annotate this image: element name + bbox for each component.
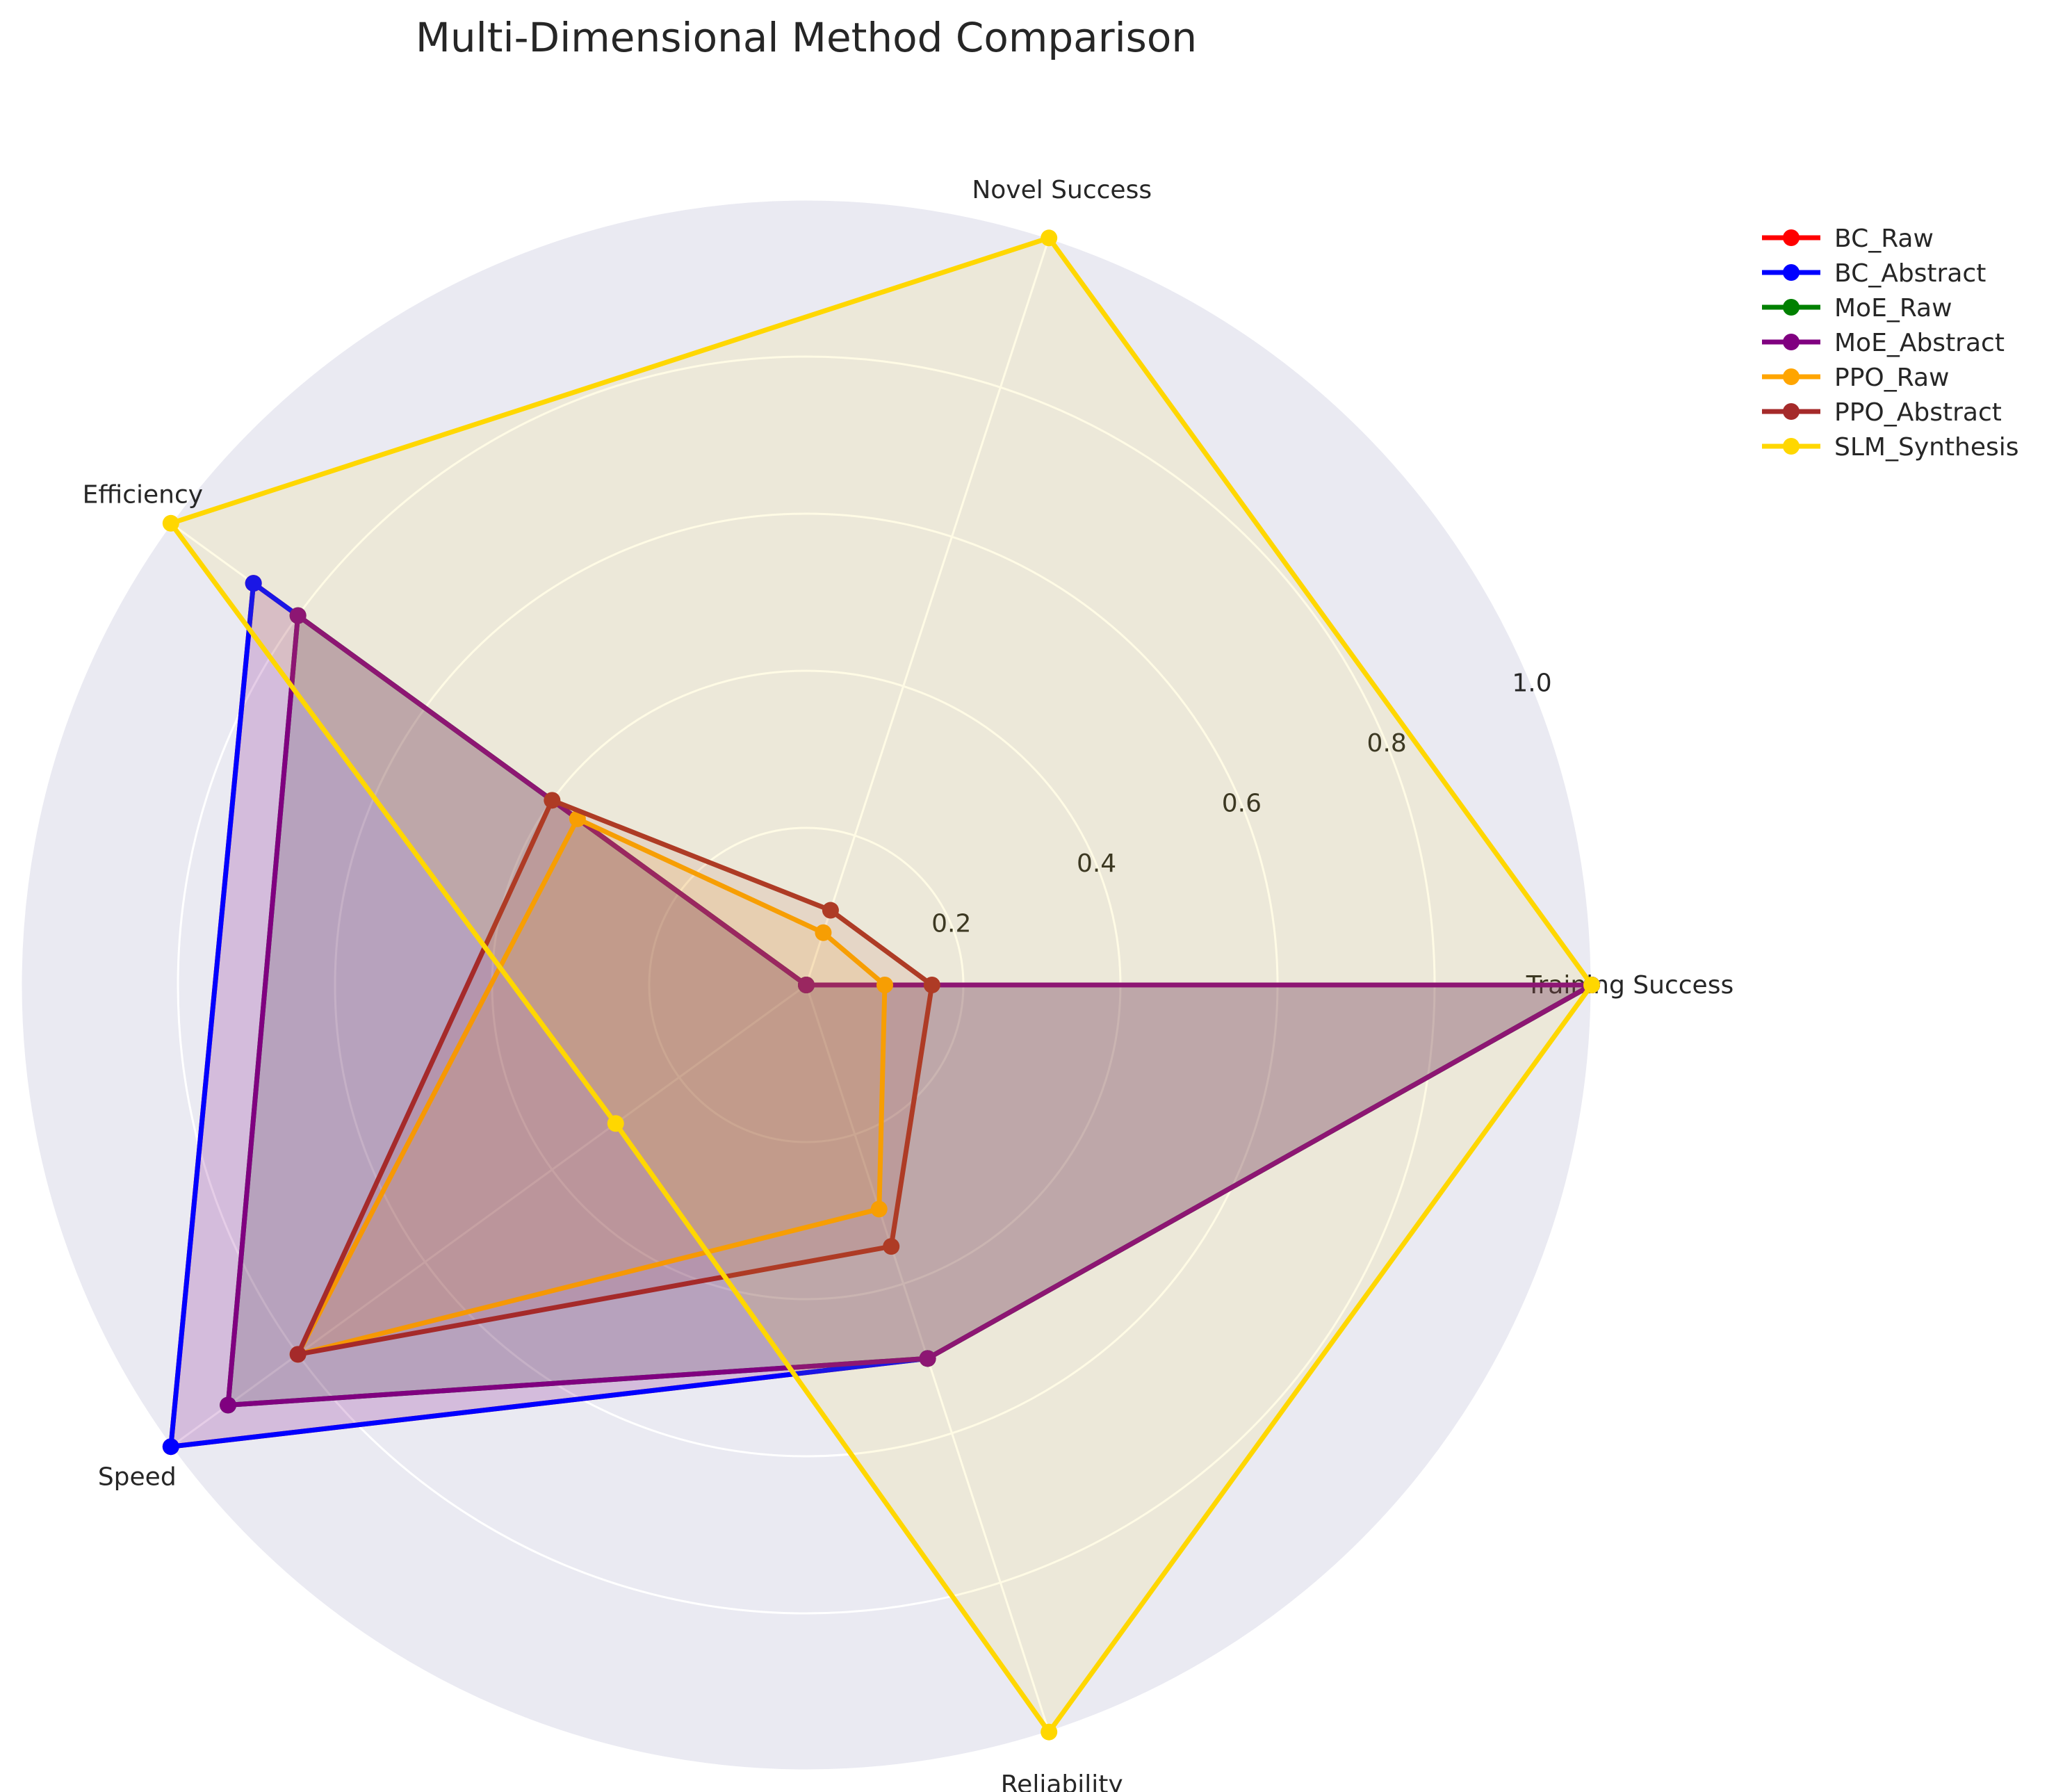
- legend-item-bc-abstract: BC_Abstract: [1762, 259, 1986, 288]
- series-line-slm-synthesis: [167, 235, 1595, 1736]
- legend-item-bc-raw: BC_Raw: [1762, 225, 1934, 253]
- spoke-novel-success: [805, 237, 1050, 986]
- radial-tick-labels: 0.2 0.4 0.6 0.8 1.0: [931, 669, 1551, 938]
- axis-label-reliability: Reliability: [1001, 1770, 1123, 1792]
- axis-label-novel-success: Novel Success: [972, 176, 1152, 204]
- data-point-moe-abstract-novel-success: [798, 977, 815, 993]
- legend-label: SLM_Synthesis: [1834, 433, 2019, 462]
- legend-item-ppo-raw: PPO_Raw: [1762, 364, 1949, 392]
- series-fill-ppo-raw: [297, 818, 886, 1355]
- legend-item-ppo-abstract: PPO_Abstract: [1762, 398, 2002, 427]
- legend-label: MoE_Raw: [1834, 294, 1952, 323]
- series-slm-synthesis: [162, 229, 1600, 1741]
- legend-label: PPO_Raw: [1834, 364, 1949, 392]
- legend: BC_Raw BC_Abstract MoE_Raw MoE_Abstract PPO_…: [1762, 225, 2019, 462]
- series-fill-bc-abstract: [170, 583, 1592, 1447]
- legend-swatch-marker: [1783, 334, 1800, 350]
- legend-swatch-marker: [1783, 368, 1800, 385]
- series-ppo-abstract: [289, 792, 940, 1363]
- legend-swatch-marker: [1783, 299, 1800, 316]
- legend-item-moe-abstract: MoE_Abstract: [1762, 329, 2005, 357]
- data-point-bc-abstract-efficiency: [245, 575, 262, 592]
- axis-label-speed: Speed: [98, 1463, 177, 1491]
- radial-tick-label: 0.8: [1367, 729, 1407, 758]
- series-fill-ppo-abstract: [297, 800, 932, 1355]
- data-point-bc-abstract-speed: [162, 1438, 179, 1456]
- series-fill-bc-raw: [170, 583, 1592, 1447]
- radial-tick-label: 1.0: [1512, 669, 1551, 698]
- legend-swatch-marker: [1783, 229, 1800, 246]
- legend-label: BC_Raw: [1834, 225, 1934, 253]
- data-point-ppo-raw-reliability: [870, 1200, 888, 1218]
- data-point-moe-abstract-efficiency: [289, 607, 307, 624]
- series-ppo-raw: [289, 810, 893, 1363]
- axis-label-efficiency: Efficiency: [83, 480, 203, 509]
- data-point-ppo-raw-efficiency: [569, 810, 586, 827]
- data-point-slm-synthesis-speed: [607, 1115, 624, 1132]
- data-point-moe-abstract-speed: [220, 1396, 237, 1414]
- series-fill-slm-synthesis: [170, 238, 1592, 1732]
- chart-title: Multi-Dimensional Method Comparison: [416, 14, 1197, 61]
- data-point-ppo-raw-novel-success: [815, 924, 832, 941]
- spoke-speed: [170, 984, 807, 1448]
- legend-swatch-marker: [1783, 403, 1800, 420]
- data-point-slm-synthesis-reliability: [1041, 1723, 1058, 1741]
- data-point-ppo-abstract-speed: [289, 1346, 307, 1363]
- radial-tick-label: 0.2: [931, 910, 971, 938]
- series-line-ppo-abstract: [293, 797, 935, 1358]
- legend-label: MoE_Abstract: [1834, 329, 2005, 357]
- data-point-moe-abstract-reliability: [919, 1350, 936, 1367]
- radial-tick-label: 0.4: [1077, 849, 1116, 878]
- legend-item-moe-raw: MoE_Raw: [1762, 294, 1952, 323]
- data-point-ppo-abstract-efficiency: [544, 792, 561, 809]
- legend-label: PPO_Abstract: [1834, 398, 2002, 427]
- data-point-slm-synthesis-novel-success: [1041, 229, 1058, 247]
- radial-tick-label: 0.6: [1222, 790, 1262, 818]
- series-layer: [162, 229, 1601, 1741]
- data-point-ppo-raw-training-success: [876, 977, 893, 993]
- data-point-slm-synthesis-efficiency: [162, 514, 179, 532]
- data-point-slm-synthesis-training-success: [1583, 977, 1600, 993]
- data-point-ppo-abstract-novel-success: [822, 902, 839, 919]
- legend-swatch-marker: [1783, 264, 1800, 281]
- legend-item-slm-synthesis: SLM_Synthesis: [1762, 433, 2019, 462]
- series-line-ppo-raw: [293, 815, 888, 1358]
- data-point-ppo-abstract-reliability: [883, 1238, 900, 1255]
- data-point-ppo-abstract-training-success: [923, 977, 940, 993]
- legend-label: BC_Abstract: [1834, 259, 1986, 288]
- legend-swatch-marker: [1783, 438, 1800, 455]
